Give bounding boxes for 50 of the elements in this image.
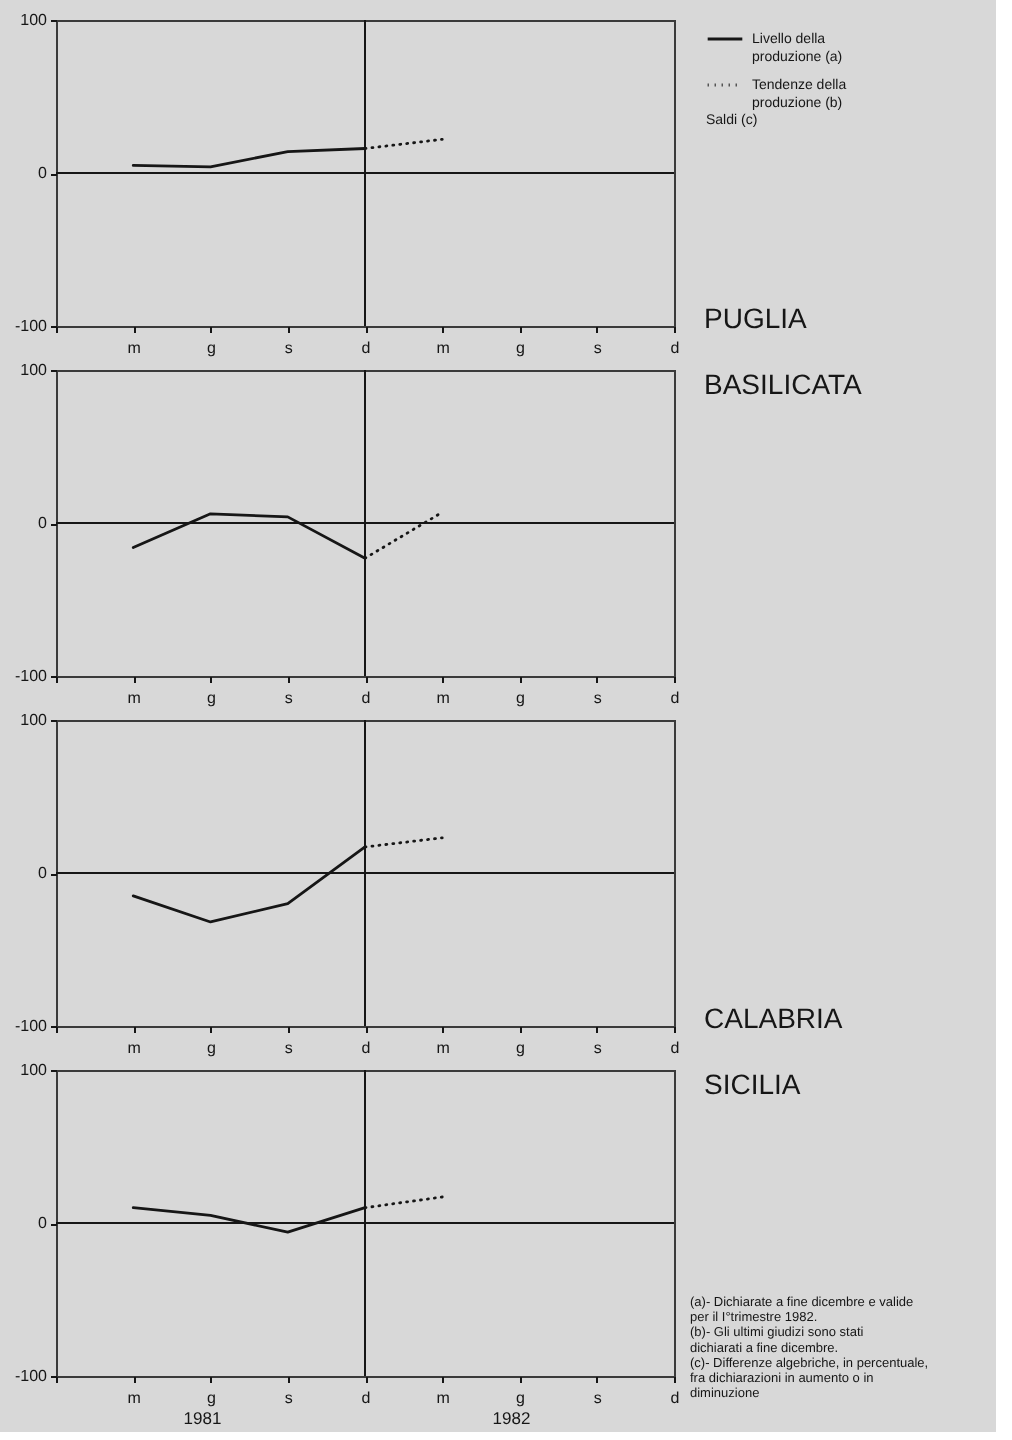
y-tick-label: -100 [14, 667, 49, 685]
text: 1981 [183, 1408, 222, 1428]
x-tick-label: m [436, 1039, 451, 1057]
x-tick-label: m [436, 689, 451, 707]
x-tick-label: m [127, 1389, 142, 1407]
y-tick-label: -100 [14, 1367, 49, 1385]
x-tick-label: s [593, 689, 602, 707]
x-tick-label: s [284, 689, 293, 707]
x-tick-label: g [516, 689, 525, 707]
y-tick-label: 0 [38, 864, 49, 882]
x-tick-label: m [127, 339, 142, 357]
x-tick-label: s [284, 1039, 293, 1057]
y-tick-label: 100 [20, 11, 49, 29]
x-tick-label: s [593, 1389, 602, 1407]
x-tick-label: m [127, 1039, 142, 1057]
text: CALABRIA [704, 1002, 844, 1034]
x-tick-label: g [207, 1039, 216, 1057]
y-tick-label: 0 [38, 514, 49, 532]
x-tick-label: d [361, 1039, 371, 1057]
x-tick-label: d [670, 1389, 680, 1407]
x-tick-label: d [670, 339, 680, 357]
x-tick-label: d [670, 1039, 680, 1057]
x-tick-label: d [361, 339, 371, 357]
x-tick-label: s [593, 1039, 602, 1057]
y-tick-label: 0 [38, 1214, 49, 1232]
x-tick-label: s [593, 339, 602, 357]
y-tick-label: 100 [20, 361, 49, 379]
x-tick-label: g [207, 1389, 216, 1407]
y-tick-label: -100 [14, 317, 49, 335]
x-tick-label: g [516, 339, 525, 357]
x-tick-label: d [670, 689, 680, 707]
x-tick-label: g [516, 1389, 525, 1407]
x-tick-label: m [436, 339, 451, 357]
x-tick-label: s [284, 1389, 293, 1407]
x-tick-label: g [207, 689, 216, 707]
text: SICILIA [704, 1068, 802, 1100]
x-tick-label: m [436, 1389, 451, 1407]
y-tick-label: -100 [14, 1017, 49, 1035]
y-tick-label: 100 [20, 711, 49, 729]
text: PUGLIA [704, 302, 809, 334]
x-tick-label: g [207, 339, 216, 357]
x-tick-label: d [361, 1389, 371, 1407]
text: 1982 [492, 1408, 531, 1428]
text: BASILICATA [704, 368, 863, 400]
x-tick-label: s [284, 339, 293, 357]
x-tick-label: d [361, 689, 371, 707]
y-tick-label: 100 [20, 1061, 49, 1079]
y-tick-label: 0 [38, 164, 49, 182]
x-tick-label: g [516, 1039, 525, 1057]
x-tick-label: m [127, 689, 142, 707]
